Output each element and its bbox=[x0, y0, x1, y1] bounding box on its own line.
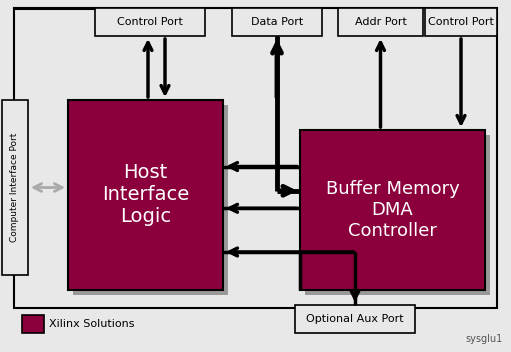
Bar bbox=[2, 100, 28, 275]
Bar bbox=[305, 135, 490, 295]
Text: Buffer Memory
DMA
Controller: Buffer Memory DMA Controller bbox=[326, 180, 459, 240]
Text: Data Port: Data Port bbox=[251, 17, 303, 27]
Bar bbox=[232, 8, 322, 36]
Bar bbox=[338, 8, 423, 36]
Text: Addr Port: Addr Port bbox=[355, 17, 406, 27]
Bar bbox=[14, 8, 497, 308]
Text: Control Port: Control Port bbox=[428, 17, 494, 27]
Text: Computer Interface Port: Computer Interface Port bbox=[11, 133, 19, 242]
Text: Optional Aux Port: Optional Aux Port bbox=[306, 314, 404, 324]
Text: Control Port: Control Port bbox=[117, 17, 183, 27]
Text: Xilinx Solutions: Xilinx Solutions bbox=[49, 319, 134, 329]
Text: Host
Interface
Logic: Host Interface Logic bbox=[102, 163, 189, 226]
Bar bbox=[68, 100, 223, 290]
Bar bbox=[22, 315, 44, 333]
Bar bbox=[73, 105, 228, 295]
Bar bbox=[295, 305, 415, 333]
Text: sysglu1: sysglu1 bbox=[466, 334, 503, 344]
Bar bbox=[300, 130, 485, 290]
Bar bbox=[425, 8, 497, 36]
Bar bbox=[95, 8, 205, 36]
